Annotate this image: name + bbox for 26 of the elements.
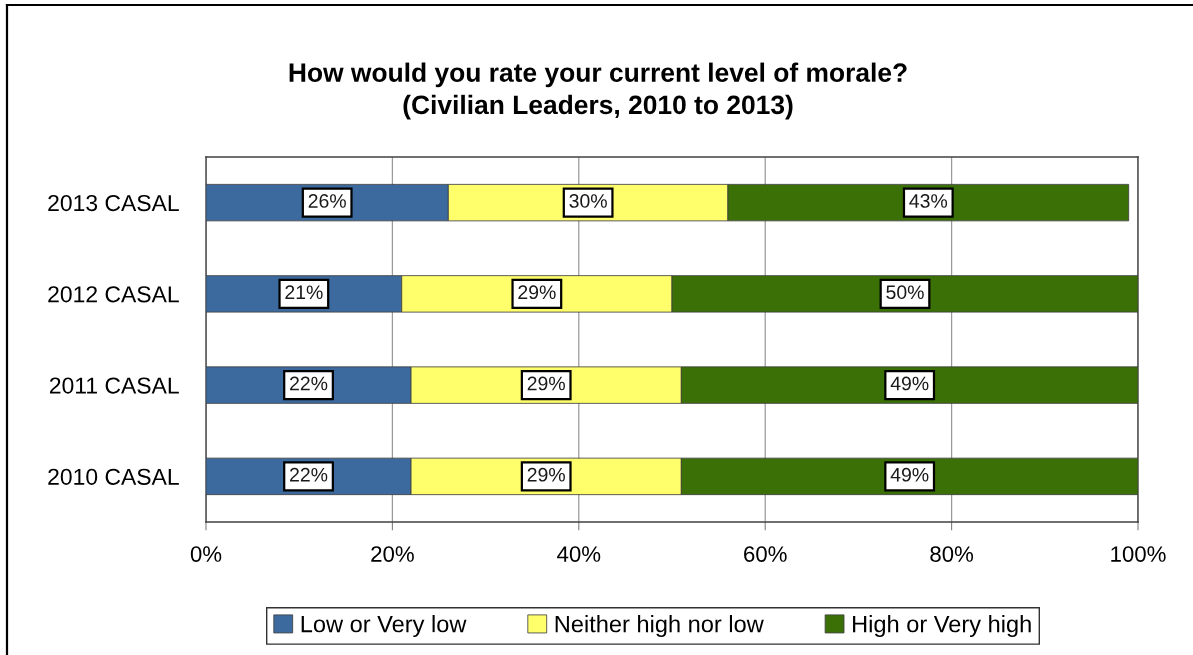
legend-label: Neither high nor low <box>555 615 764 638</box>
x-tick-label: 20% <box>371 546 414 562</box>
x-tick-label: 100% <box>1111 546 1166 562</box>
data-label: 29% <box>518 285 556 300</box>
data-label: 49% <box>890 467 929 482</box>
data-label: 29% <box>527 376 565 391</box>
data-label: 43% <box>909 194 948 208</box>
y-tick-label: 2010 CASAL <box>48 468 179 485</box>
data-label: 21% <box>285 285 323 300</box>
data-label: 29% <box>527 467 565 482</box>
data-label: 26% <box>308 194 346 208</box>
data-label: 22% <box>290 376 328 391</box>
x-tick-label: 40% <box>557 546 601 562</box>
y-tick-label: 2013 CASAL <box>48 194 179 212</box>
x-tick-label: 0% <box>190 546 222 562</box>
data-label: 50% <box>886 285 924 300</box>
y-tick-label: 2011 CASAL <box>49 377 179 394</box>
data-label: 49% <box>890 376 929 391</box>
x-tick-label: 60% <box>744 546 787 562</box>
legend-label: Low or Very low <box>301 615 467 638</box>
legend-label: High or Very high <box>853 615 1031 638</box>
data-label: 22% <box>290 467 328 482</box>
data-label: 30% <box>569 194 607 208</box>
y-tick-label: 2012 CASAL <box>48 286 179 303</box>
x-tick-label: 80% <box>930 546 974 562</box>
chart-title: How would you rate your current level of morale? (Civilian Leaders, 2010 to 2013) <box>289 62 907 120</box>
